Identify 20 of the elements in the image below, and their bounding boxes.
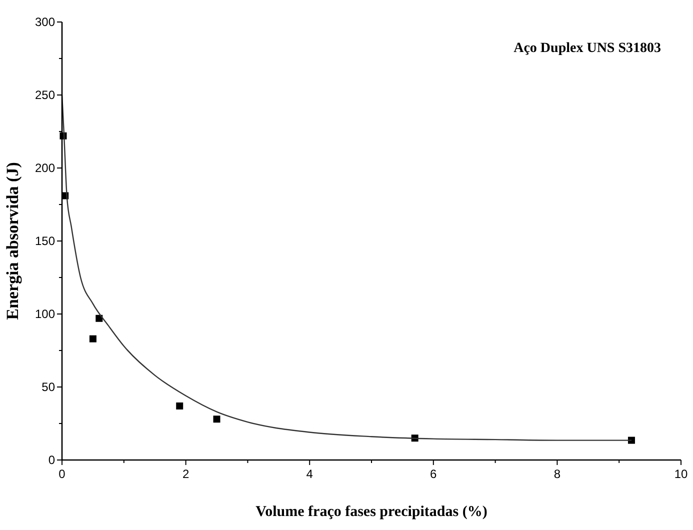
x-axis-title: Volume fraço fases precipitadas (%)	[256, 504, 488, 520]
point	[213, 416, 220, 423]
annotation: Aço Duplex UNS S31803	[514, 41, 661, 56]
y-axis-title: Energia absorvida (J)	[3, 162, 22, 320]
x-tick-label: 6	[430, 467, 438, 481]
y-tick-label: 250	[34, 88, 56, 102]
y-tick-label: 150	[34, 234, 56, 248]
y-tick-label: 0	[48, 453, 56, 468]
point	[96, 314, 103, 322]
y-tick-label: 100	[34, 307, 56, 322]
point	[176, 402, 184, 410]
y-tick-label: 300	[34, 15, 56, 30]
y-tick-label: 50	[42, 380, 56, 394]
y-tick-label: 200	[34, 161, 56, 176]
point	[89, 335, 96, 342]
x-tick-label: 10	[674, 467, 688, 481]
x-tick-label: 2	[182, 467, 190, 481]
x-tick-label: 0	[58, 467, 66, 481]
x-tick-label: 8	[554, 467, 561, 481]
x-tick-label: 4	[306, 467, 314, 481]
